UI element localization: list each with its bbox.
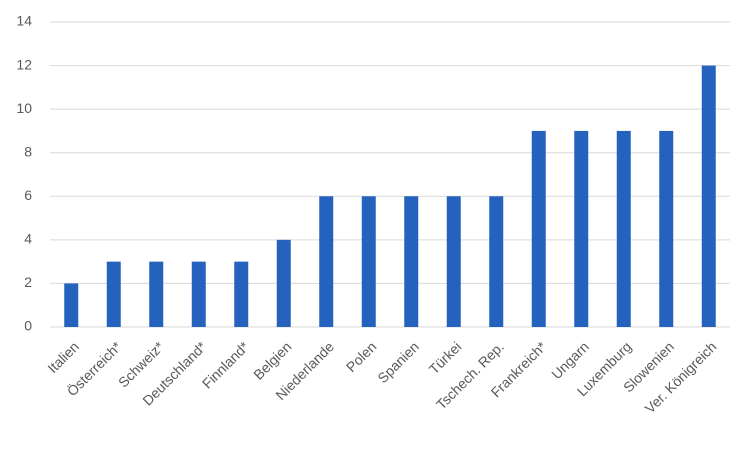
bar (361, 196, 376, 327)
y-tick-label: 0 (24, 318, 32, 334)
y-tick-label: 12 (16, 56, 32, 72)
bar (446, 196, 461, 327)
y-tick-label: 6 (24, 187, 32, 203)
bar (701, 65, 716, 328)
y-tick-label: 8 (24, 143, 32, 159)
y-tick-label: 10 (16, 100, 32, 116)
x-tick-label: Italien (44, 338, 82, 376)
bar (404, 196, 419, 327)
y-tick-label: 14 (16, 13, 32, 29)
bar (574, 130, 589, 327)
y-tick-label: 2 (24, 274, 32, 290)
bar (319, 196, 334, 327)
bar (234, 261, 249, 327)
y-tick-label: 4 (24, 231, 32, 247)
bar (149, 261, 164, 327)
bar (276, 239, 291, 327)
x-tick-label: Polen (343, 338, 380, 375)
bar (531, 130, 546, 327)
bar (659, 130, 674, 327)
x-tick-label: Spanien (374, 338, 422, 386)
bar (64, 283, 79, 327)
x-tick-label: Türkei (426, 338, 465, 377)
bar (106, 261, 121, 327)
bar (616, 130, 631, 327)
x-tick-label: Finnland* (199, 338, 253, 392)
bar (191, 261, 206, 327)
bar (489, 196, 504, 327)
